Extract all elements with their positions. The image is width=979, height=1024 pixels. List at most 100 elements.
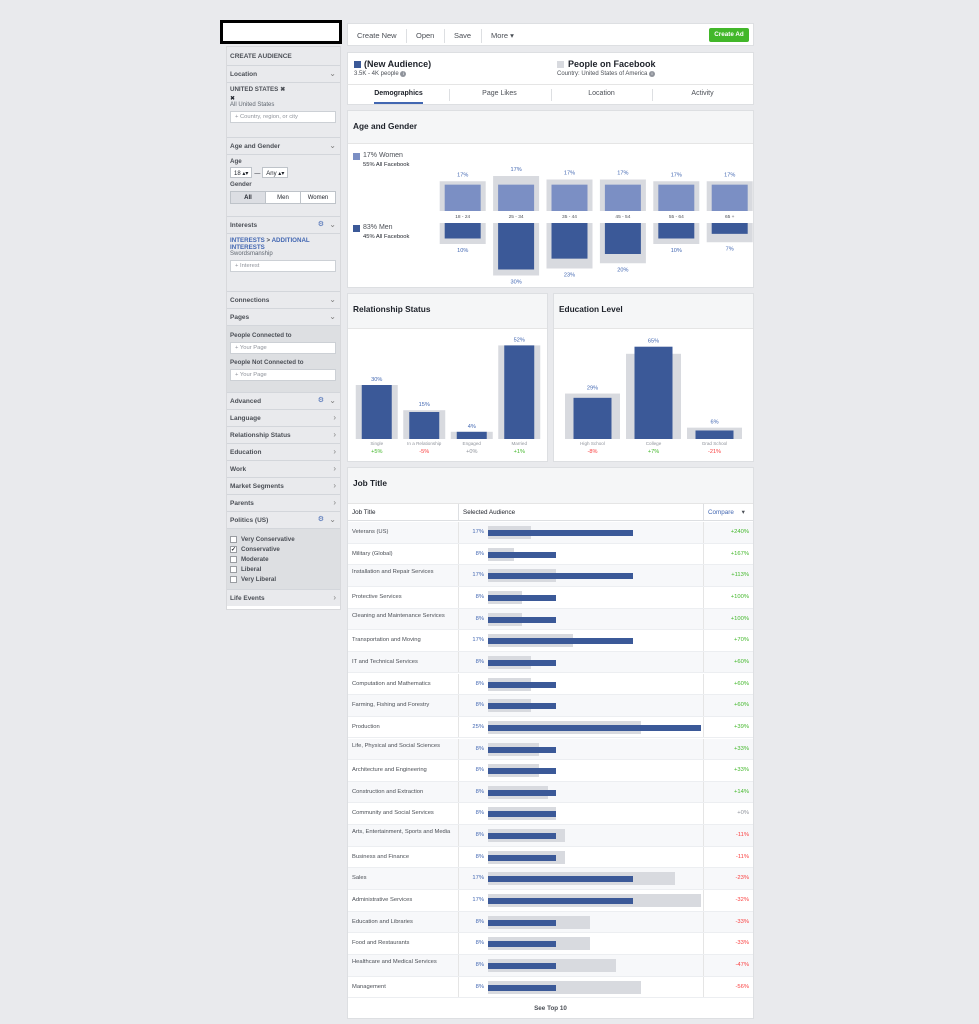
women-bar-label: 17% <box>671 172 682 178</box>
audience-bar <box>488 573 633 580</box>
compare-audience-name: People on Facebook <box>568 59 656 69</box>
audience-bar <box>488 963 556 969</box>
create-new-button[interactable]: Create New <box>357 31 397 40</box>
checkbox[interactable] <box>230 535 237 543</box>
bar-value-label: 6% <box>710 420 718 426</box>
audience-bar <box>504 345 535 439</box>
sidebar-section-work[interactable]: Work › <box>227 460 340 477</box>
create-ad-button[interactable]: Create Ad <box>709 28 749 42</box>
gender-women-button[interactable]: Women <box>301 192 335 203</box>
sidebar-section-relationship[interactable]: Relationship Status › <box>227 426 340 443</box>
education-card: Education Level 29% High School -8% 65% Coll… <box>553 293 754 462</box>
checkbox[interactable] <box>230 575 237 583</box>
age-tick-label: 55 - 64 <box>669 214 684 220</box>
connected-page-input[interactable]: + Your Page <box>230 342 336 354</box>
section-label: Language <box>230 415 261 422</box>
audience-bar <box>488 681 556 688</box>
sidebar-section-location[interactable]: Location ⌄ <box>227 65 340 82</box>
sidebar-section-language[interactable]: Language › <box>227 409 340 426</box>
compare-cell: +113% <box>731 572 749 579</box>
selected-percent-cell: 8% <box>475 832 484 839</box>
politics-option[interactable]: Moderate <box>230 554 336 564</box>
chevron-down-icon: ⌄ <box>329 295 336 304</box>
sidebar-section-age-gender[interactable]: Age and Gender ⌄ <box>227 137 340 154</box>
sidebar-section-education[interactable]: Education › <box>227 443 340 460</box>
politics-option[interactable]: Very Conservative <box>230 534 336 544</box>
audience-bar <box>488 919 556 926</box>
compare-label: -5% <box>419 449 429 455</box>
compare-cell: -32% <box>735 897 749 904</box>
age-max-select[interactable]: Any ▴▾ <box>262 167 289 178</box>
info-icon[interactable]: i <box>649 71 656 77</box>
section-label: Location <box>230 71 258 78</box>
tab-demographics[interactable]: Demographics <box>374 90 423 97</box>
table-row: Education and Libraries 8% -33% <box>348 911 753 934</box>
interests-breadcrumb[interactable]: INTERESTS > ADDITIONAL INTERESTS <box>230 237 310 251</box>
selected-percent-cell: 17% <box>472 875 484 882</box>
tab-location[interactable]: Location <box>588 90 615 97</box>
audience-bar <box>488 768 556 775</box>
checkbox-checked[interactable]: ✓ <box>230 545 237 553</box>
selected-percent-cell: 8% <box>475 788 484 795</box>
politics-option[interactable]: Very Liberal <box>230 574 336 584</box>
see-top-10-link[interactable]: See Top 10 <box>534 1005 567 1012</box>
table-row: Military (Global) 8% +167% <box>348 543 753 566</box>
category-tick-label: College <box>646 441 662 446</box>
chevron-right-icon: › <box>333 430 336 439</box>
table-row: Farming, Fishing and Forestry 8% +60% <box>348 695 753 717</box>
sidebar-section-life-events[interactable]: Life Events › <box>227 589 340 606</box>
more-button[interactable]: More ▾ <box>491 31 514 40</box>
save-button[interactable]: Save <box>454 31 472 40</box>
sidebar-section-market-segments[interactable]: Market Segments › <box>227 477 340 494</box>
gear-icon[interactable]: ⚙ <box>317 397 324 404</box>
open-button[interactable]: Open <box>416 31 435 40</box>
checkbox[interactable] <box>230 565 237 573</box>
tab-activity[interactable]: Activity <box>691 90 714 97</box>
compare-cell: -23% <box>735 875 749 882</box>
audience-bar <box>488 984 556 991</box>
table-row: Construction and Extraction 8% +14% <box>348 781 753 804</box>
section-label: Relationship Status <box>230 432 291 439</box>
sidebar-section-pages[interactable]: Pages ⌄ <box>227 308 340 325</box>
job-title-cell: Farming, Fishing and Forestry <box>352 702 430 709</box>
compare-cell: -11% <box>735 832 749 839</box>
interest-input[interactable]: + Interest <box>230 260 336 272</box>
location-input[interactable]: + Country, region, or city <box>230 111 336 123</box>
caret-down-icon: ▾ <box>741 509 745 516</box>
compare-sort-button[interactable]: Compare ▾ <box>708 509 745 516</box>
chevron-right-icon: › <box>333 413 336 422</box>
category-tick-label: Married <box>511 441 527 446</box>
audience-bar <box>488 833 556 840</box>
table-row: Protective Services 8% +100% <box>348 586 753 609</box>
selected-percent-cell: 8% <box>475 615 484 622</box>
job-title-cell: Management <box>352 983 386 990</box>
gear-icon[interactable]: ⚙ <box>317 221 324 228</box>
section-label: Age and Gender <box>230 143 281 150</box>
table-row: Healthcare and Medical Services 8% -47% <box>348 955 753 977</box>
gear-icon[interactable]: ⚙ <box>317 516 324 523</box>
sidebar-section-connections[interactable]: Connections ⌄ <box>227 291 340 308</box>
checkbox[interactable] <box>230 555 237 563</box>
selected-percent-cell: 17% <box>472 897 484 904</box>
bar-value-label: 29% <box>587 386 598 392</box>
sidebar-section-parents[interactable]: Parents › <box>227 494 340 511</box>
tab-page-likes[interactable]: Page Likes <box>482 90 517 97</box>
info-icon[interactable]: i <box>400 71 407 77</box>
not-connected-page-input[interactable]: + Your Page <box>230 369 336 381</box>
location-country: UNITED STATES ✖ <box>230 86 286 93</box>
remove-location-icon[interactable]: ✖ <box>280 86 286 93</box>
sidebar-section-advanced[interactable]: Advanced ⚙ ⌄ <box>227 392 340 409</box>
audience-bar <box>488 746 556 753</box>
audience-bar <box>488 876 633 883</box>
politics-option[interactable]: Liberal <box>230 564 336 574</box>
section-label: Education <box>230 449 262 456</box>
gender-all-button[interactable]: All <box>231 192 266 203</box>
remove-scope-icon[interactable]: ✖ <box>230 96 236 102</box>
gender-men-button[interactable]: Men <box>266 192 301 203</box>
sidebar-section-interests[interactable]: Interests ⚙ ⌄ <box>227 216 340 233</box>
sidebar-section-politics[interactable]: Politics (US) ⚙ ⌄ <box>227 511 340 528</box>
audience-swatch <box>354 61 361 68</box>
politics-option[interactable]: ✓ Conservative <box>230 545 280 553</box>
table-row: Life, Physical and Social Sciences 8% +33% <box>348 738 753 761</box>
age-min-select[interactable]: 18 ▴▾ <box>230 167 253 178</box>
